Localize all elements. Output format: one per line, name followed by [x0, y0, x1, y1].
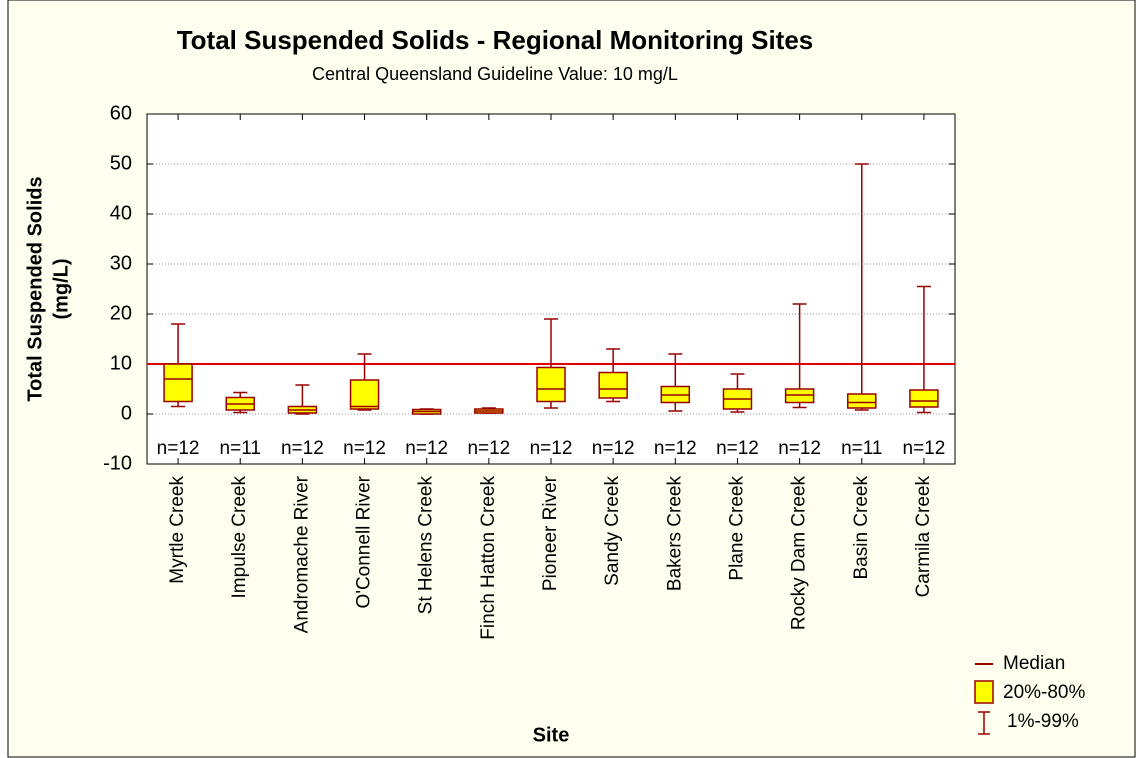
- n-label: n=12: [716, 438, 759, 459]
- x-axis-title: Site: [533, 724, 570, 746]
- x-tick-label: Bakers Creek: [664, 476, 685, 592]
- y-axis-title: Total Suspended Solids: [24, 176, 46, 401]
- box: [163, 363, 193, 403]
- n-label: n=11: [841, 438, 882, 459]
- x-tick-label: Pioneer River: [540, 475, 561, 591]
- box: [536, 366, 566, 403]
- n-label: n=11: [220, 438, 261, 459]
- legend-label: 20%-80%: [1003, 682, 1085, 703]
- x-tick-label: Rocky Dam Creek: [789, 476, 810, 631]
- n-label: n=12: [467, 438, 510, 459]
- y-tick-label: 30: [110, 252, 132, 274]
- legend-box-symbol: [974, 680, 994, 704]
- n-label: n=12: [343, 438, 386, 459]
- x-tick-label: St Helens Creek: [416, 476, 437, 615]
- y-tick-label: 50: [110, 152, 132, 174]
- x-tick-label: Finch Hatton Creek: [478, 476, 499, 640]
- n-label: n=12: [281, 438, 324, 459]
- n-label: n=12: [530, 438, 573, 459]
- n-label: n=12: [903, 438, 946, 459]
- y-tick-label: 60: [110, 102, 132, 124]
- y-tick-label: 20: [110, 302, 132, 324]
- x-tick-label: O'Connell River: [354, 475, 375, 608]
- x-tick-label: Carmila Creek: [913, 476, 934, 598]
- y-axis-title: (mg/L): [50, 258, 72, 319]
- legend-label: 1%-99%: [1007, 711, 1079, 732]
- plot-area: [146, 113, 956, 465]
- chart-title: Total Suspended Solids - Regional Monito…: [177, 25, 814, 55]
- legend-label: Median: [1003, 653, 1065, 674]
- n-label: n=12: [654, 438, 697, 459]
- x-tick-label: Sandy Creek: [602, 476, 623, 586]
- y-tick-label: 10: [110, 352, 132, 374]
- x-tick-label: Impulse Creek: [229, 476, 250, 599]
- n-label: n=12: [157, 438, 200, 459]
- chart-subtitle: Central Queensland Guideline Value: 10 m…: [312, 64, 678, 84]
- n-label: n=12: [592, 438, 635, 459]
- box: [349, 379, 380, 410]
- box: [598, 371, 628, 399]
- n-label: n=12: [778, 438, 821, 459]
- x-tick-label: Basin Creek: [851, 476, 872, 580]
- x-tick-label: Plane Creek: [726, 476, 747, 581]
- n-label: n=12: [405, 438, 448, 459]
- x-tick-label: Myrtle Creek: [167, 476, 188, 584]
- x-tick-label: Andromache River: [291, 475, 312, 633]
- box: [909, 389, 939, 408]
- y-tick-label: -10: [103, 452, 132, 474]
- y-tick-label: 0: [121, 402, 132, 424]
- box: [847, 393, 877, 409]
- y-tick-label: 40: [110, 202, 132, 224]
